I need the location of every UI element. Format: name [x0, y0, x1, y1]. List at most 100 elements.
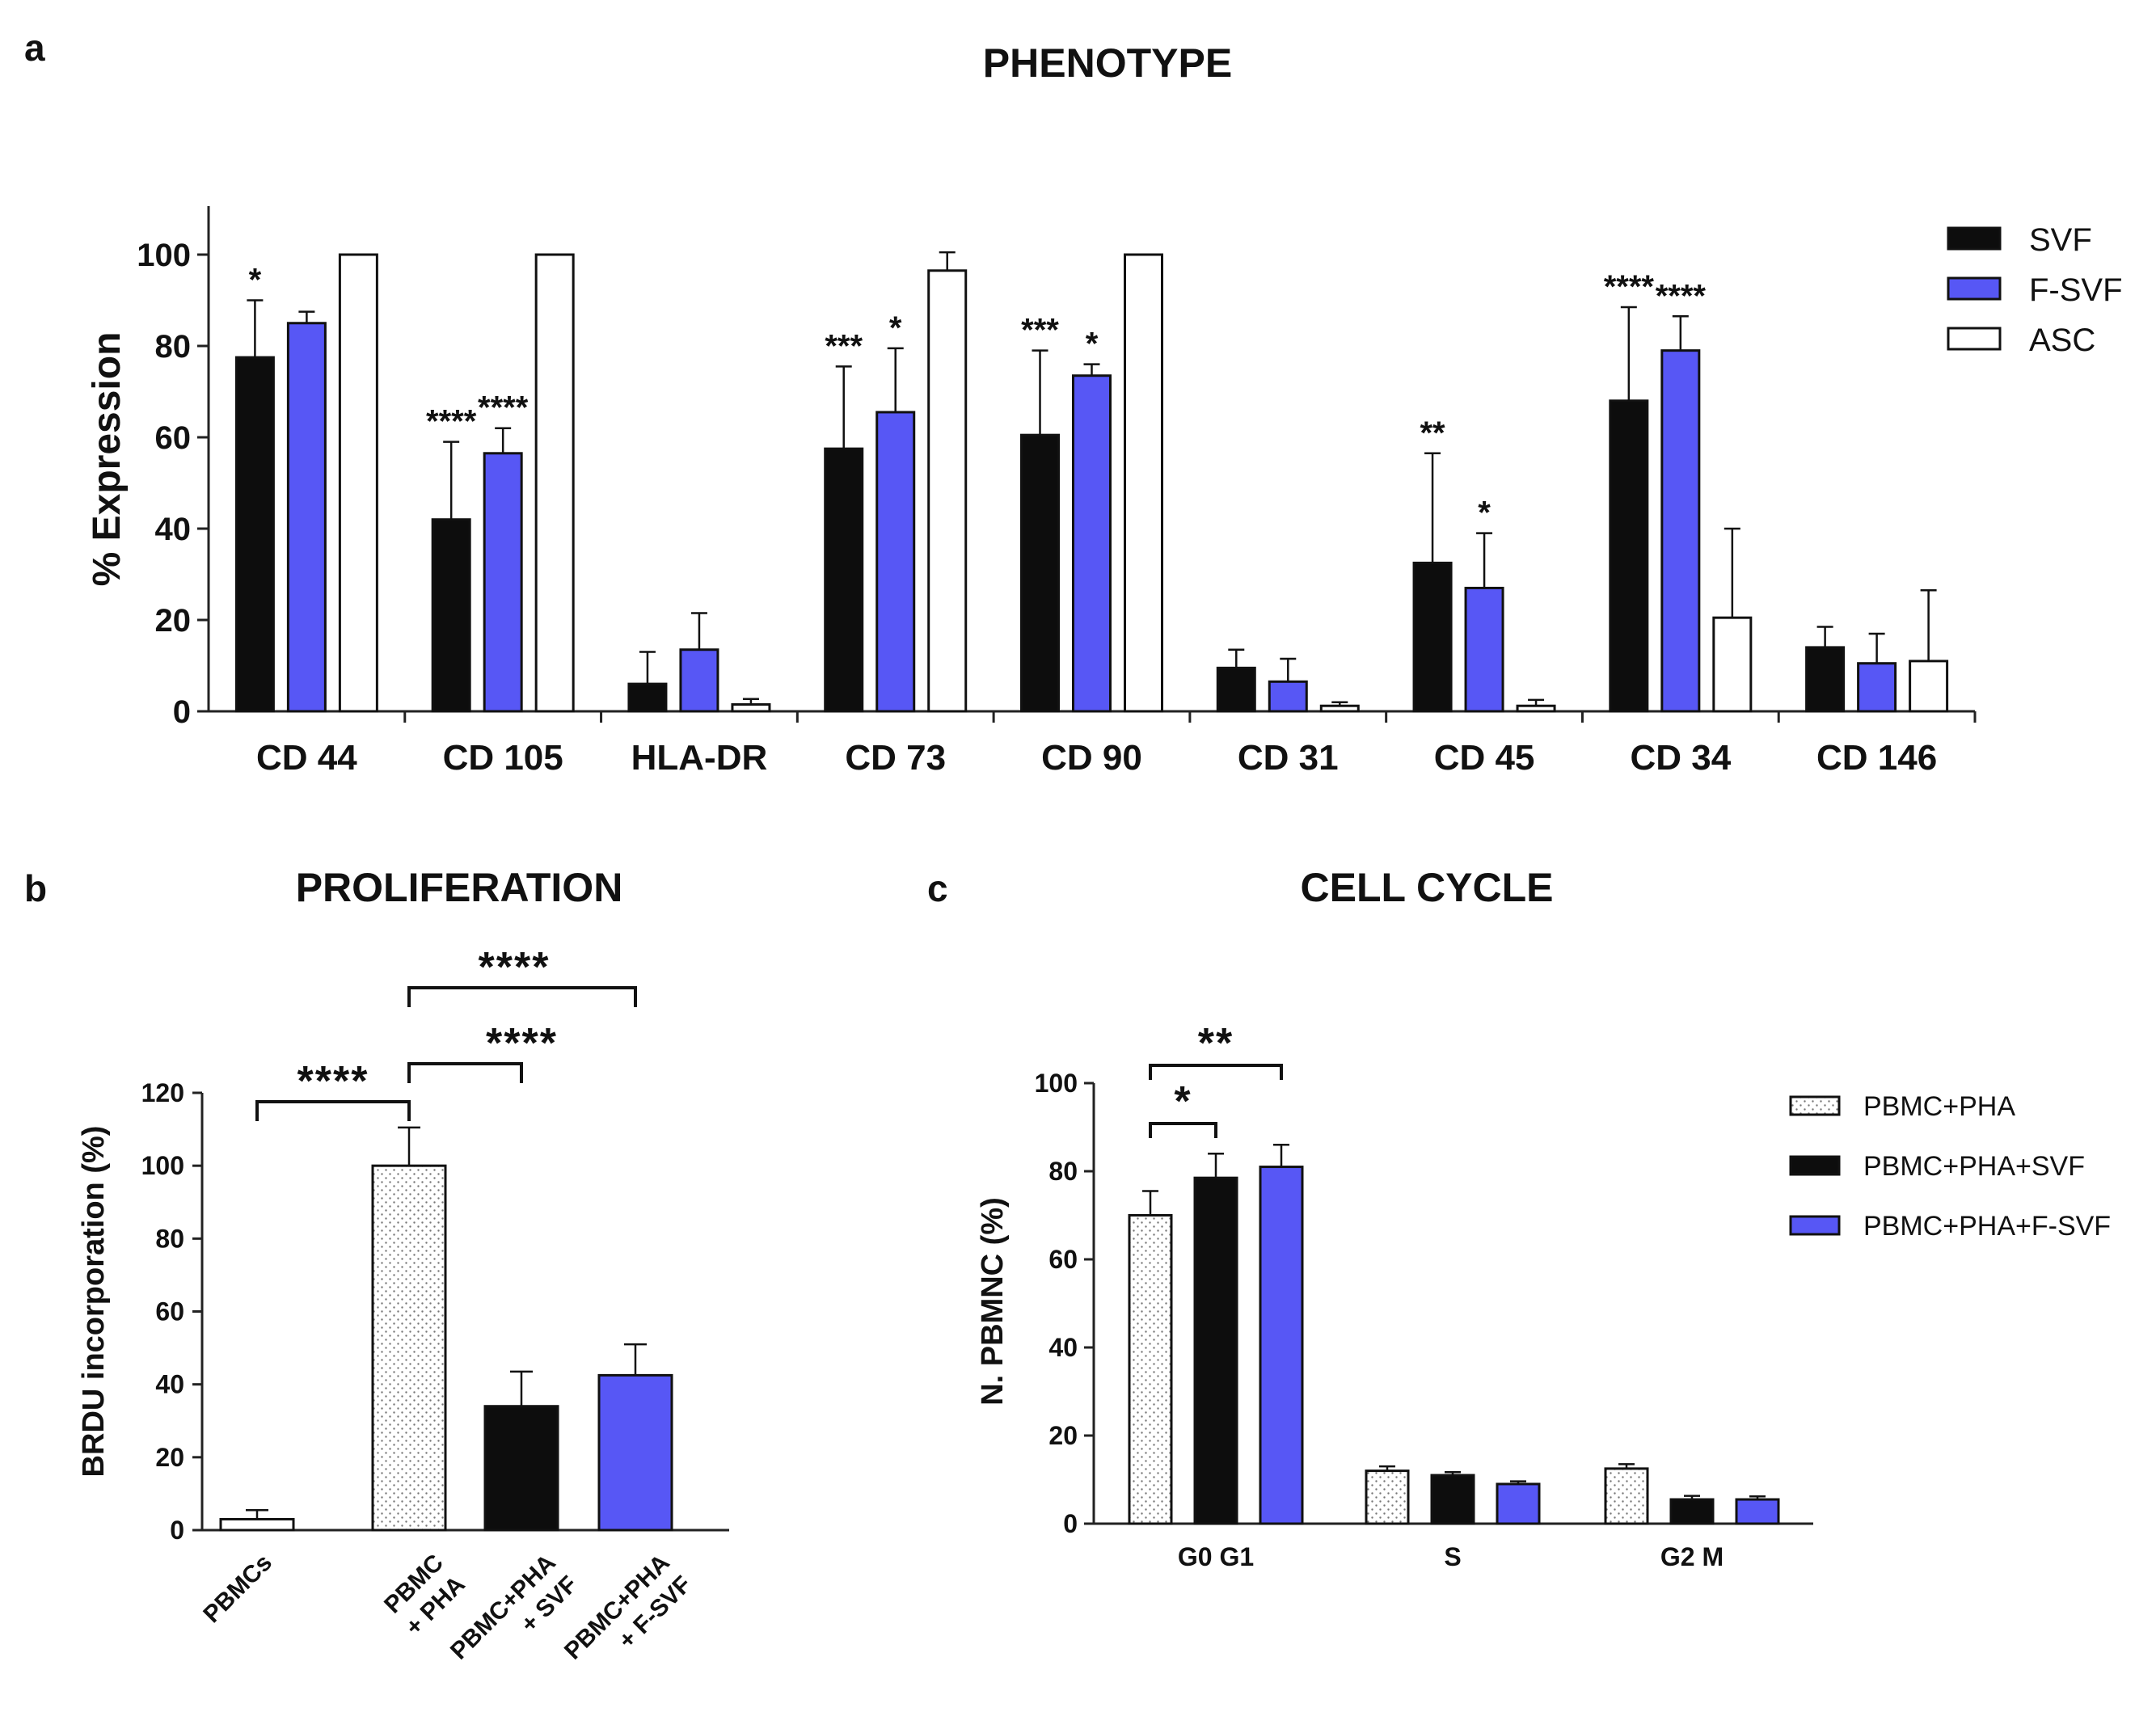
y-tick-label: 80: [1048, 1157, 1078, 1186]
bar-asc: [927, 269, 968, 713]
bar: [1193, 1176, 1238, 1525]
y-axis-label: % Expression: [86, 332, 129, 587]
bar-f-svf: [1072, 374, 1112, 713]
significance-stars: ****: [1656, 278, 1707, 314]
y-tick-label: 60: [155, 420, 192, 456]
legend-label: SVF: [2029, 222, 2092, 258]
bar-svf: [1216, 666, 1256, 713]
bar-svf: [824, 447, 864, 713]
bar-asc: [1124, 253, 1163, 713]
bar: [1735, 1498, 1780, 1525]
category-label: CD 146: [1816, 738, 1937, 778]
y-tick-label: 100: [1035, 1069, 1078, 1098]
bar-f-svf: [1660, 349, 1701, 713]
bar-f-svf: [1464, 586, 1504, 713]
bar-f-svf: [1268, 680, 1308, 713]
category-label: PBMC+PHA+ F-SVF: [559, 1550, 697, 1687]
y-tick-label: 120: [141, 1078, 184, 1107]
category-label: CD 73: [845, 738, 946, 778]
significance-stars: ***: [1021, 313, 1059, 348]
significance-stars: **: [1420, 415, 1445, 451]
category-label: PBMC+PHA+ SVF: [445, 1550, 583, 1687]
significance-bracket: [255, 1100, 411, 1121]
significance-bracket: [407, 986, 637, 1007]
bar: [1365, 1470, 1410, 1525]
significance-bracket: [1149, 1064, 1283, 1080]
category-label: G2 M: [1660, 1542, 1724, 1571]
bar-svf: [627, 682, 668, 713]
y-tick-label: 60: [1048, 1245, 1078, 1274]
category-label: CD 44: [256, 738, 357, 778]
bar-asc: [1712, 616, 1753, 713]
legend-label: ASC: [2029, 323, 2095, 358]
proliferation-chart: 0 20 40 60 80 100 120 BRDU incorporation (%) PBM…: [77, 944, 729, 1687]
category-label: CD 90: [1041, 738, 1142, 778]
bar-asc: [1516, 704, 1556, 713]
y-tick-label: 40: [155, 512, 192, 547]
bar: [597, 1373, 673, 1532]
legend-swatch: [1789, 1215, 1841, 1236]
significance-stars: ****: [1604, 269, 1655, 305]
legend-label: PBMC+PHA+SVF: [1863, 1151, 2085, 1182]
bar-f-svf: [679, 648, 719, 713]
bar: [1128, 1214, 1173, 1525]
significance-stars: *: [889, 310, 902, 346]
y-tick-label: 100: [137, 238, 191, 273]
y-tick-label: 20: [1048, 1421, 1078, 1450]
category-label: S: [1444, 1542, 1461, 1571]
y-tick-label: 0: [170, 1516, 184, 1545]
panel-a-label: a: [24, 27, 45, 69]
significance-stars: ***: [825, 328, 863, 364]
bar: [1496, 1482, 1541, 1525]
bar: [371, 1164, 447, 1532]
legend-label: F-SVF: [2029, 272, 2123, 308]
bar-svf: [1609, 399, 1649, 713]
bar: [483, 1405, 559, 1532]
y-tick-label: 80: [155, 1224, 184, 1253]
bar-asc: [1319, 704, 1360, 713]
significance-stars: ****: [479, 944, 551, 991]
significance-stars: ****: [297, 1058, 369, 1105]
bar-asc: [731, 703, 771, 713]
bar-svf: [1020, 433, 1060, 713]
bar-f-svf: [875, 411, 916, 713]
significance-stars: *: [1174, 1078, 1192, 1125]
y-tick-label: 100: [141, 1151, 184, 1180]
category-label: CD 105: [443, 738, 563, 778]
y-axis-label: N. PBMNC (%): [976, 1197, 1010, 1406]
bar-asc: [534, 253, 575, 713]
bar-svf: [1805, 646, 1846, 713]
panel-c-title: CELL CYCLE: [1301, 865, 1554, 910]
y-axis-label: BRDU incorporation (%): [77, 1126, 111, 1478]
panel-b-label: b: [24, 867, 47, 909]
significance-stars: *: [249, 263, 262, 298]
legend-swatch-asc: [1947, 327, 2002, 351]
bar-svf: [431, 518, 471, 713]
y-tick-label: 80: [155, 329, 192, 365]
legend-label: PBMC+PHA+F-SVF: [1863, 1211, 2111, 1242]
y-tick-label: 40: [1048, 1333, 1078, 1362]
significance-bracket: [407, 1062, 523, 1083]
bar-svf: [1412, 561, 1453, 713]
y-tick-label: 0: [1063, 1509, 1078, 1538]
bar-asc: [1909, 660, 1949, 713]
category-label: CD 34: [1630, 738, 1731, 778]
significance-stars: *: [1086, 327, 1099, 362]
significance-stars: **: [1198, 1020, 1234, 1067]
significance-bracket: [1149, 1122, 1217, 1138]
legend-swatch: [1789, 1155, 1841, 1176]
significance-stars: ****: [426, 404, 477, 440]
panel-a-title: PHENOTYPE: [983, 40, 1232, 86]
bar: [1259, 1166, 1304, 1525]
category-label-line: PBMCs: [198, 1550, 277, 1629]
significance-stars: *: [1478, 495, 1491, 531]
legend-swatch-f-svf: [1947, 276, 2002, 301]
bar-f-svf: [286, 322, 327, 713]
panel-c-label: c: [927, 867, 948, 909]
legend-swatch-svf: [1947, 226, 2002, 251]
significance-stars: ****: [478, 390, 529, 426]
category-label: HLA-DR: [631, 738, 768, 778]
bar: [219, 1517, 295, 1532]
